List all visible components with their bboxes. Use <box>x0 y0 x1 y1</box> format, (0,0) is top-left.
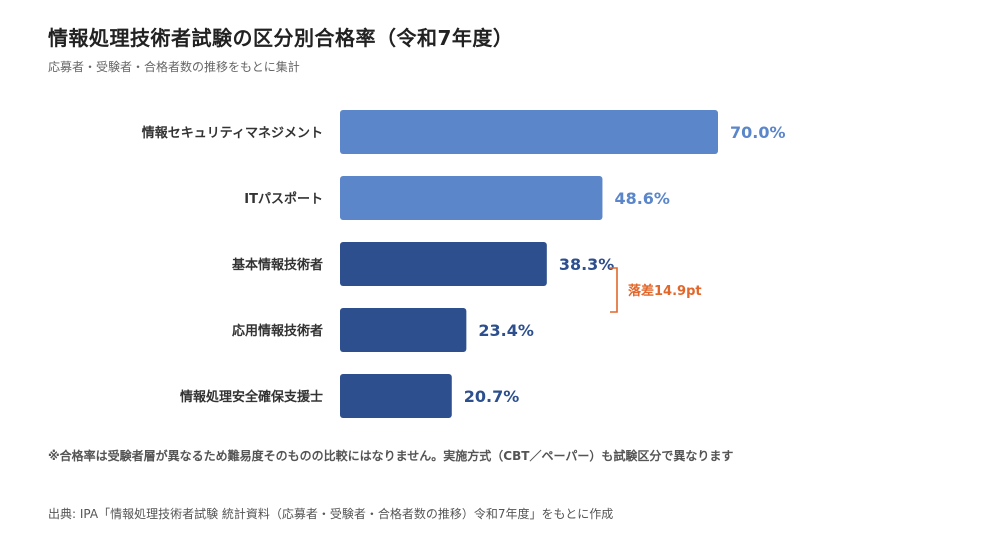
category-label: ITパスポート <box>244 191 323 207</box>
bar <box>340 308 467 352</box>
value-label: 38.3% <box>559 255 615 274</box>
footnote: ※合格率は受験者層が異なるため難易度そのものの比較にはなりません。実施方式（CB… <box>48 449 734 463</box>
bar <box>340 374 452 418</box>
value-label: 48.6% <box>614 189 670 208</box>
category-label: 基本情報技術者 <box>231 257 323 273</box>
category-label: 応用情報技術者 <box>232 323 323 339</box>
category-label: 情報セキュリティマネジメント <box>142 125 323 141</box>
value-label: 20.7% <box>464 387 520 406</box>
bar <box>340 242 547 286</box>
annotation-bracket <box>610 267 618 313</box>
value-label: 23.4% <box>478 321 534 340</box>
category-label: 情報処理安全確保支援士 <box>180 389 323 405</box>
value-label: 70.0% <box>730 123 786 142</box>
source-citation: 出典: IPA「情報処理技術者試験 統計資料（応募者・受験者・合格者数の推移）令… <box>48 507 614 521</box>
bar <box>340 176 603 220</box>
chart-subtitle: 応募者・受験者・合格者数の推移をもとに集計 <box>48 60 300 74</box>
annotation-label: 落差14.9pt <box>628 283 702 299</box>
chart-title: 情報処理技術者試験の区分別合格率（令和7年度） <box>48 26 514 50</box>
bar <box>340 110 718 154</box>
